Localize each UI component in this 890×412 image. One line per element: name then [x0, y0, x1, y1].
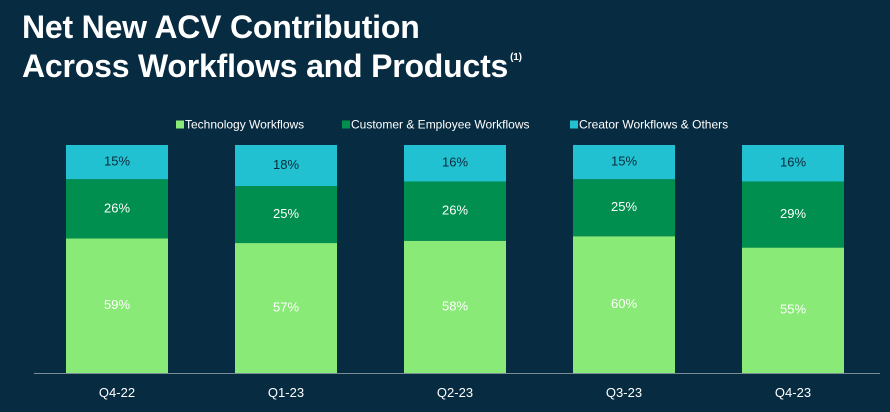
legend-item-customer-and-employee-workflows: Customer & Employee Workflows	[342, 118, 530, 132]
bar-segment-technology-workflows	[66, 238, 168, 373]
bar-segment-customer-and-employee-workflows	[235, 186, 337, 244]
bar-segment-creator-workflows-and-others	[66, 145, 168, 180]
data-label: 59%	[104, 297, 130, 312]
data-label: 55%	[780, 302, 806, 317]
bar-stack-q1-23: 57% 25% 18%	[235, 145, 337, 373]
title-footnote-marker: (1)	[510, 52, 522, 63]
legend-item-creator-workflows-and-others: Creator Workflows & Others	[570, 118, 728, 132]
data-label: 26%	[442, 203, 468, 218]
legend-label-creator-workflows-and-others: Creator Workflows & Others	[579, 118, 728, 132]
legend-label-technology-workflows: Technology Workflows	[185, 118, 304, 132]
data-label: 16%	[442, 155, 468, 170]
data-label: 18%	[273, 157, 299, 172]
bar-segment-technology-workflows	[404, 240, 506, 373]
bar-segment-customer-and-employee-workflows	[573, 179, 675, 237]
x-axis-tick-labels: Q4-22 Q1-23 Q2-23 Q3-23 Q4-23	[99, 385, 811, 400]
bar-stack-q2-23: 58% 26% 16%	[404, 145, 506, 373]
bar-segment-creator-workflows-and-others	[573, 145, 675, 180]
bar-segment-customer-and-employee-workflows	[404, 181, 506, 241]
bar-segment-technology-workflows	[235, 243, 337, 373]
bar-segment-customer-and-employee-workflows	[66, 179, 168, 239]
bar-segment-technology-workflows	[742, 247, 844, 373]
bar-segment-creator-workflows-and-others	[404, 145, 506, 182]
data-label: 15%	[104, 154, 130, 169]
title-line-2-text: Across Workflows and Products	[22, 48, 509, 84]
legend-swatch-customer-and-employee-workflows	[342, 120, 350, 129]
data-label: 26%	[104, 200, 130, 215]
data-label: 16%	[780, 155, 806, 170]
legend-swatch-technology-workflows	[176, 120, 184, 129]
data-label: 29%	[780, 206, 806, 221]
x-tick-label: Q4-22	[99, 385, 135, 400]
legend-swatch-creator-workflows-and-others	[570, 120, 578, 129]
bar-stack-q4-22: 59% 26% 15%	[66, 145, 168, 373]
legend-label-customer-and-employee-workflows: Customer & Employee Workflows	[351, 118, 530, 132]
bar-segment-customer-and-employee-workflows	[742, 181, 844, 248]
bar-segment-creator-workflows-and-others	[235, 145, 337, 187]
data-label: 25%	[611, 199, 637, 214]
title-line-1: Net New ACV Contribution	[22, 9, 420, 45]
legend-item-technology-workflows: Technology Workflows	[176, 118, 304, 132]
chart-legend: Technology Workflows Customer & Employee …	[176, 118, 728, 132]
data-label: 60%	[611, 296, 637, 311]
chart-title: Net New ACV Contribution Across Workflow…	[22, 8, 522, 86]
data-label: 15%	[611, 154, 637, 169]
x-tick-label: Q3-23	[606, 385, 642, 400]
data-label: 57%	[273, 299, 299, 314]
title-line-2: Across Workflows and Products (1)	[22, 47, 522, 86]
data-label: 25%	[273, 206, 299, 221]
bar-segment-creator-workflows-and-others	[742, 145, 844, 182]
bar-stack-q4-23: 55% 29% 16%	[742, 145, 844, 373]
data-label: 58%	[442, 298, 468, 313]
bar-stack-q3-23: 60% 25% 15%	[573, 145, 675, 373]
x-tick-label: Q2-23	[437, 385, 473, 400]
x-tick-label: Q1-23	[268, 385, 304, 400]
x-tick-label: Q4-23	[775, 385, 811, 400]
bar-stacks: 59% 26% 15% 57% 25% 18% 58% 26% 16% 60% 25% 15% 55% 2…	[66, 145, 844, 373]
bar-segment-technology-workflows	[573, 236, 675, 373]
